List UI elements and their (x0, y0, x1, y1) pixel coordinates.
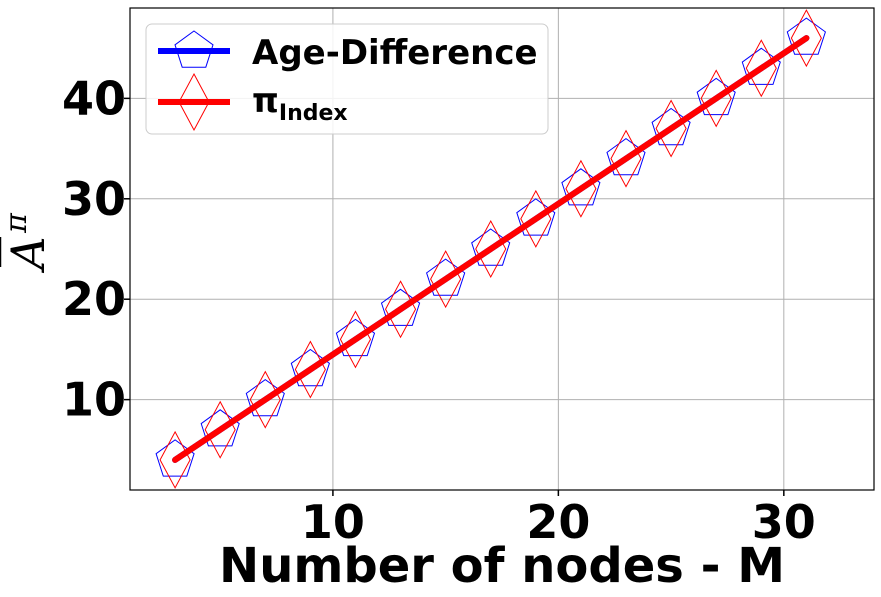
legend-entry-pi-index: πIndex (158, 72, 348, 132)
legend: Age-Difference πIndex (145, 23, 549, 135)
y-tick-label: 10 (62, 373, 126, 427)
plot-area-frame (129, 7, 875, 491)
x-axis-ticks: 10 20 30 (301, 490, 816, 549)
x-tick-label: 20 (526, 495, 590, 549)
series-line-pi-index (172, 35, 810, 463)
series-layer (155, 9, 826, 489)
x-tick-label: 10 (301, 495, 365, 549)
legend-marker-diamond (178, 72, 210, 132)
x-axis-label: Number of nodes - M (219, 538, 785, 594)
y-axis-label-base: A (1, 236, 55, 273)
legend-label-index-subscript: Index (279, 101, 348, 126)
y-axis-ticks: 10 20 30 40 (62, 71, 130, 427)
y-axis-label: A π (0, 212, 55, 274)
legend-marker-pentagon (174, 30, 214, 68)
legend-entry-age-difference: Age-Difference (158, 30, 538, 73)
legend-box (145, 23, 549, 135)
x-tick-label: 30 (752, 495, 816, 549)
y-axis-label-superscript: π (0, 212, 34, 234)
y-tick-label: 40 (62, 71, 126, 125)
y-tick-label: 30 (62, 172, 126, 226)
data-point-pentagon (786, 17, 826, 55)
legend-label-age-difference: Age-Difference (252, 33, 538, 73)
legend-label-pi-index: πIndex (252, 81, 348, 126)
y-tick-label: 20 (62, 272, 126, 326)
legend-label-pi: π (252, 81, 279, 121)
data-point-diamond (790, 9, 822, 68)
